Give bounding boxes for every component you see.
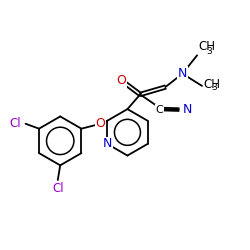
- Text: O: O: [96, 117, 106, 130]
- Text: O: O: [116, 74, 126, 87]
- Text: 3: 3: [211, 83, 216, 92]
- Text: C: C: [155, 105, 163, 115]
- Text: N: N: [182, 103, 192, 116]
- Text: N: N: [178, 67, 187, 80]
- Text: Cl: Cl: [10, 116, 21, 130]
- Text: Cl: Cl: [52, 182, 64, 195]
- Text: CH: CH: [204, 78, 220, 92]
- Text: CH: CH: [198, 40, 216, 54]
- Text: 3: 3: [206, 47, 212, 56]
- Text: N: N: [103, 138, 112, 150]
